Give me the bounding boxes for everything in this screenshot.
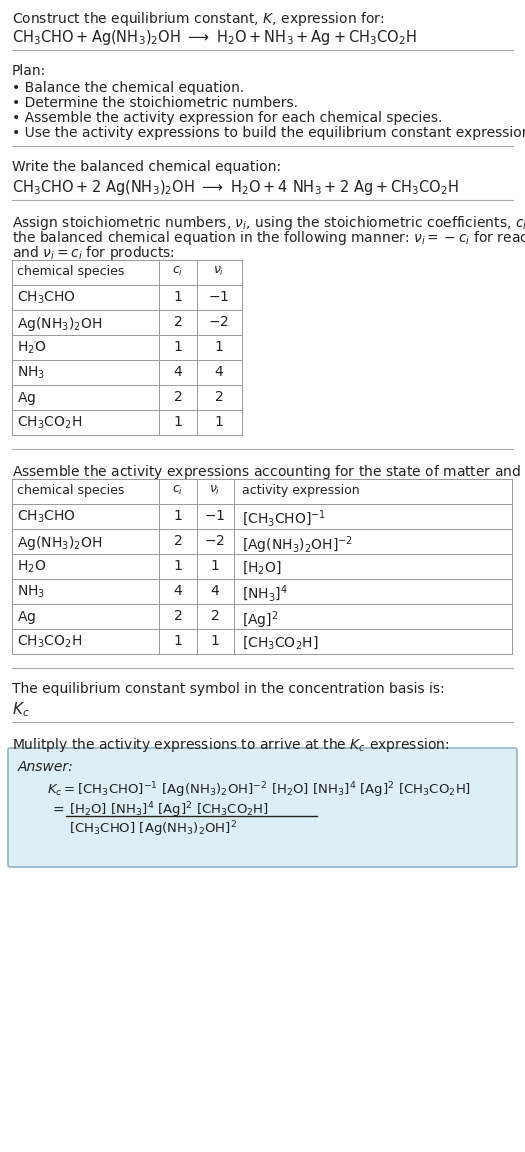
Text: $\mathregular{[Ag(NH_3)_2OH]^{-2}}$: $\mathregular{[Ag(NH_3)_2OH]^{-2}}$	[242, 535, 353, 555]
Text: 2: 2	[174, 609, 182, 623]
Text: $c_i$: $c_i$	[172, 265, 184, 278]
Text: $\mathregular{[CH_3CHO]^{-1}}$: $\mathregular{[CH_3CHO]^{-1}}$	[242, 509, 326, 530]
Text: 1: 1	[215, 415, 224, 429]
Text: $\mathregular{NH_3}$: $\mathregular{NH_3}$	[17, 365, 45, 381]
Text: $\mathregular{NH_3}$: $\mathregular{NH_3}$	[17, 584, 45, 600]
Text: $\mathregular{Ag}$: $\mathregular{Ag}$	[17, 609, 36, 626]
Text: 1: 1	[174, 509, 183, 523]
Text: 2: 2	[174, 535, 182, 548]
Text: 1: 1	[174, 634, 183, 647]
Text: 1: 1	[174, 340, 183, 354]
Text: • Assemble the activity expression for each chemical species.: • Assemble the activity expression for e…	[12, 111, 443, 126]
Text: $-1$: $-1$	[208, 290, 229, 304]
Text: and $\nu_i = c_i$ for products:: and $\nu_i = c_i$ for products:	[12, 244, 175, 262]
Text: $c_i$: $c_i$	[172, 484, 184, 498]
Text: Construct the equilibrium constant, $\mathit{K}$, expression for:: Construct the equilibrium constant, $\ma…	[12, 10, 384, 28]
Text: $-2$: $-2$	[205, 535, 226, 548]
Text: $\mathregular{[H_2O]\ [NH_3]^4\ [Ag]^2\ [CH_3CO_2H]}$: $\mathregular{[H_2O]\ [NH_3]^4\ [Ag]^2\ …	[69, 799, 269, 819]
Text: the balanced chemical equation in the following manner: $\nu_i = -c_i$ for react: the balanced chemical equation in the fo…	[12, 229, 525, 247]
Text: 1: 1	[174, 559, 183, 573]
Text: 1: 1	[174, 290, 183, 304]
Text: $\mathregular{CH_3CHO}$: $\mathregular{CH_3CHO}$	[17, 290, 76, 306]
Text: $-1$: $-1$	[204, 509, 226, 523]
Text: Mulitply the activity expressions to arrive at the $K_c$ expression:: Mulitply the activity expressions to arr…	[12, 736, 449, 755]
Text: Write the balanced chemical equation:: Write the balanced chemical equation:	[12, 160, 281, 174]
Text: $\mathregular{[CH_3CO_2H]}$: $\mathregular{[CH_3CO_2H]}$	[242, 634, 318, 651]
Text: 2: 2	[211, 609, 219, 623]
Text: $\mathregular{[Ag]^2}$: $\mathregular{[Ag]^2}$	[242, 609, 278, 630]
Text: $\mathregular{CH_3CO_2H}$: $\mathregular{CH_3CO_2H}$	[17, 634, 82, 651]
FancyBboxPatch shape	[8, 748, 517, 867]
Text: $\mathregular{[CH_3CHO]\ [Ag(NH_3)_2OH]^2}$: $\mathregular{[CH_3CHO]\ [Ag(NH_3)_2OH]^…	[69, 819, 237, 839]
Text: $=$: $=$	[49, 802, 65, 816]
Text: • Use the activity expressions to build the equilibrium constant expression.: • Use the activity expressions to build …	[12, 126, 525, 141]
Text: Plan:: Plan:	[12, 65, 46, 78]
Text: 4: 4	[174, 584, 182, 598]
Text: 1: 1	[211, 634, 219, 647]
Text: Assign stoichiometric numbers, $\nu_i$, using the stoichiometric coefficients, $: Assign stoichiometric numbers, $\nu_i$, …	[12, 214, 525, 232]
Text: chemical species: chemical species	[17, 484, 124, 497]
Text: 2: 2	[174, 391, 182, 404]
Text: $-2$: $-2$	[208, 314, 229, 329]
Text: chemical species: chemical species	[17, 265, 124, 278]
Text: $\mathregular{CH_3CHO + Ag(NH_3)_2OH}$ $\longrightarrow$ $\mathregular{H_2O + NH: $\mathregular{CH_3CHO + Ag(NH_3)_2OH}$ $…	[12, 28, 417, 47]
Text: • Determine the stoichiometric numbers.: • Determine the stoichiometric numbers.	[12, 96, 298, 109]
Text: activity expression: activity expression	[242, 484, 360, 497]
Text: $\mathregular{Ag}$: $\mathregular{Ag}$	[17, 391, 36, 407]
Text: 1: 1	[211, 559, 219, 573]
Text: $\mathregular{CH_3CO_2H}$: $\mathregular{CH_3CO_2H}$	[17, 415, 82, 431]
Text: 1: 1	[174, 415, 183, 429]
Text: Answer:: Answer:	[18, 760, 74, 774]
Text: 1: 1	[215, 340, 224, 354]
Text: $\mathregular{H_2O}$: $\mathregular{H_2O}$	[17, 559, 46, 575]
Text: Assemble the activity expressions accounting for the state of matter and $\nu_i$: Assemble the activity expressions accoun…	[12, 463, 525, 482]
Text: $\mathregular{[NH_3]^4}$: $\mathregular{[NH_3]^4}$	[242, 584, 288, 605]
Text: $\mathregular{H_2O}$: $\mathregular{H_2O}$	[17, 340, 46, 356]
Text: 2: 2	[215, 391, 223, 404]
Text: 4: 4	[215, 365, 223, 379]
Text: 4: 4	[174, 365, 182, 379]
Text: $K_c = \mathregular{[CH_3CHO]^{-1}\ [Ag(NH_3)_2OH]^{-2}\ [H_2O]\ [NH_3]^4\ [Ag]^: $K_c = \mathregular{[CH_3CHO]^{-1}\ [Ag(…	[47, 780, 471, 799]
Text: $\mathregular{CH_3CHO}$: $\mathregular{CH_3CHO}$	[17, 509, 76, 525]
Text: 2: 2	[174, 314, 182, 329]
Text: $\mathregular{Ag(NH_3)_2OH}$: $\mathregular{Ag(NH_3)_2OH}$	[17, 535, 102, 552]
Text: • Balance the chemical equation.: • Balance the chemical equation.	[12, 81, 244, 94]
Text: 4: 4	[211, 584, 219, 598]
Text: $\mathregular{Ag(NH_3)_2OH}$: $\mathregular{Ag(NH_3)_2OH}$	[17, 314, 102, 333]
Text: $\mathregular{CH_3CHO + 2\ Ag(NH_3)_2OH}$ $\longrightarrow$ $\mathregular{H_2O +: $\mathregular{CH_3CHO + 2\ Ag(NH_3)_2OH}…	[12, 179, 459, 197]
Text: The equilibrium constant symbol in the concentration basis is:: The equilibrium constant symbol in the c…	[12, 682, 445, 696]
Text: $\nu_i$: $\nu_i$	[213, 265, 225, 278]
Text: $\nu_i$: $\nu_i$	[209, 484, 220, 498]
Text: $\mathregular{[H_2O]}$: $\mathregular{[H_2O]}$	[242, 559, 282, 576]
Text: $K_c$: $K_c$	[12, 700, 30, 719]
